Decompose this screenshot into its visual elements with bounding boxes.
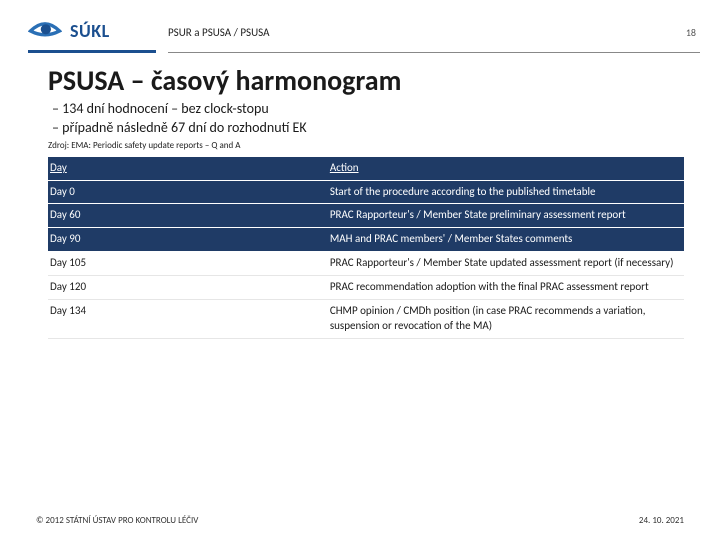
col-header-action: Action <box>328 157 684 180</box>
source-note: Zdroj: EMA: Periodic safety update repor… <box>48 140 684 151</box>
slide-footer: © 2012 STÁTNÍ ÚSTAV PRO KONTROLU LÉČIV 2… <box>36 515 684 526</box>
cell-action: MAH and PRAC members' / Member States co… <box>328 228 684 252</box>
slide-header: SÚKL PSUR a PSUSA / PSUSA 18 <box>0 0 720 53</box>
schedule-table: Day Action Day 0 Start of the procedure … <box>48 157 684 339</box>
cell-day: Day 134 <box>48 299 328 338</box>
eye-logo-icon <box>28 18 62 44</box>
table-row: Day 60 PRAC Rapporteur's / Member State … <box>48 204 684 228</box>
subtitle-list: – 134 dní hodnocení – bez clock-stopu – … <box>52 100 684 138</box>
cell-day: Day 105 <box>48 252 328 276</box>
page-number: 18 <box>686 26 700 39</box>
cell-day: Day 90 <box>48 228 328 252</box>
footer-date: 24. 10. 2021 <box>639 515 684 526</box>
cell-action: Start of the procedure according to the … <box>328 180 684 204</box>
table-row: Day 120 PRAC recommendation adoption wit… <box>48 276 684 300</box>
header-bar: PSUR a PSUSA / PSUSA 18 <box>168 18 700 53</box>
table-row: Day 105 PRAC Rapporteur's / Member State… <box>48 252 684 276</box>
table-body: Day 0 Start of the procedure according t… <box>48 180 684 338</box>
cell-action: PRAC Rapporteur's / Member State prelimi… <box>328 204 684 228</box>
copyright: © 2012 STÁTNÍ ÚSTAV PRO KONTROLU LÉČIV <box>36 515 198 526</box>
logo: SÚKL <box>28 18 156 53</box>
table-row: Day 134 CHMP opinion / CMDh position (in… <box>48 299 684 338</box>
cell-action: PRAC Rapporteur's / Member State updated… <box>328 252 684 276</box>
page-title: PSUSA – časový harmonogram <box>48 63 684 98</box>
bullet-item: – případně následně 67 dní do rozhodnutí… <box>52 119 684 138</box>
slide-content: PSUSA – časový harmonogram – 134 dní hod… <box>0 53 720 339</box>
cell-day: Day 0 <box>48 180 328 204</box>
logo-text: SÚKL <box>70 20 110 42</box>
table-row: Day 90 MAH and PRAC members' / Member St… <box>48 228 684 252</box>
col-header-day: Day <box>48 157 328 180</box>
cell-action: CHMP opinion / CMDh position (in case PR… <box>328 299 684 338</box>
cell-day: Day 60 <box>48 204 328 228</box>
bullet-item: – 134 dní hodnocení – bez clock-stopu <box>52 100 684 119</box>
cell-day: Day 120 <box>48 276 328 300</box>
cell-action: PRAC recommendation adoption with the fi… <box>328 276 684 300</box>
breadcrumb: PSUR a PSUSA / PSUSA <box>168 26 270 39</box>
table-header-row: Day Action <box>48 157 684 180</box>
table-row: Day 0 Start of the procedure according t… <box>48 180 684 204</box>
